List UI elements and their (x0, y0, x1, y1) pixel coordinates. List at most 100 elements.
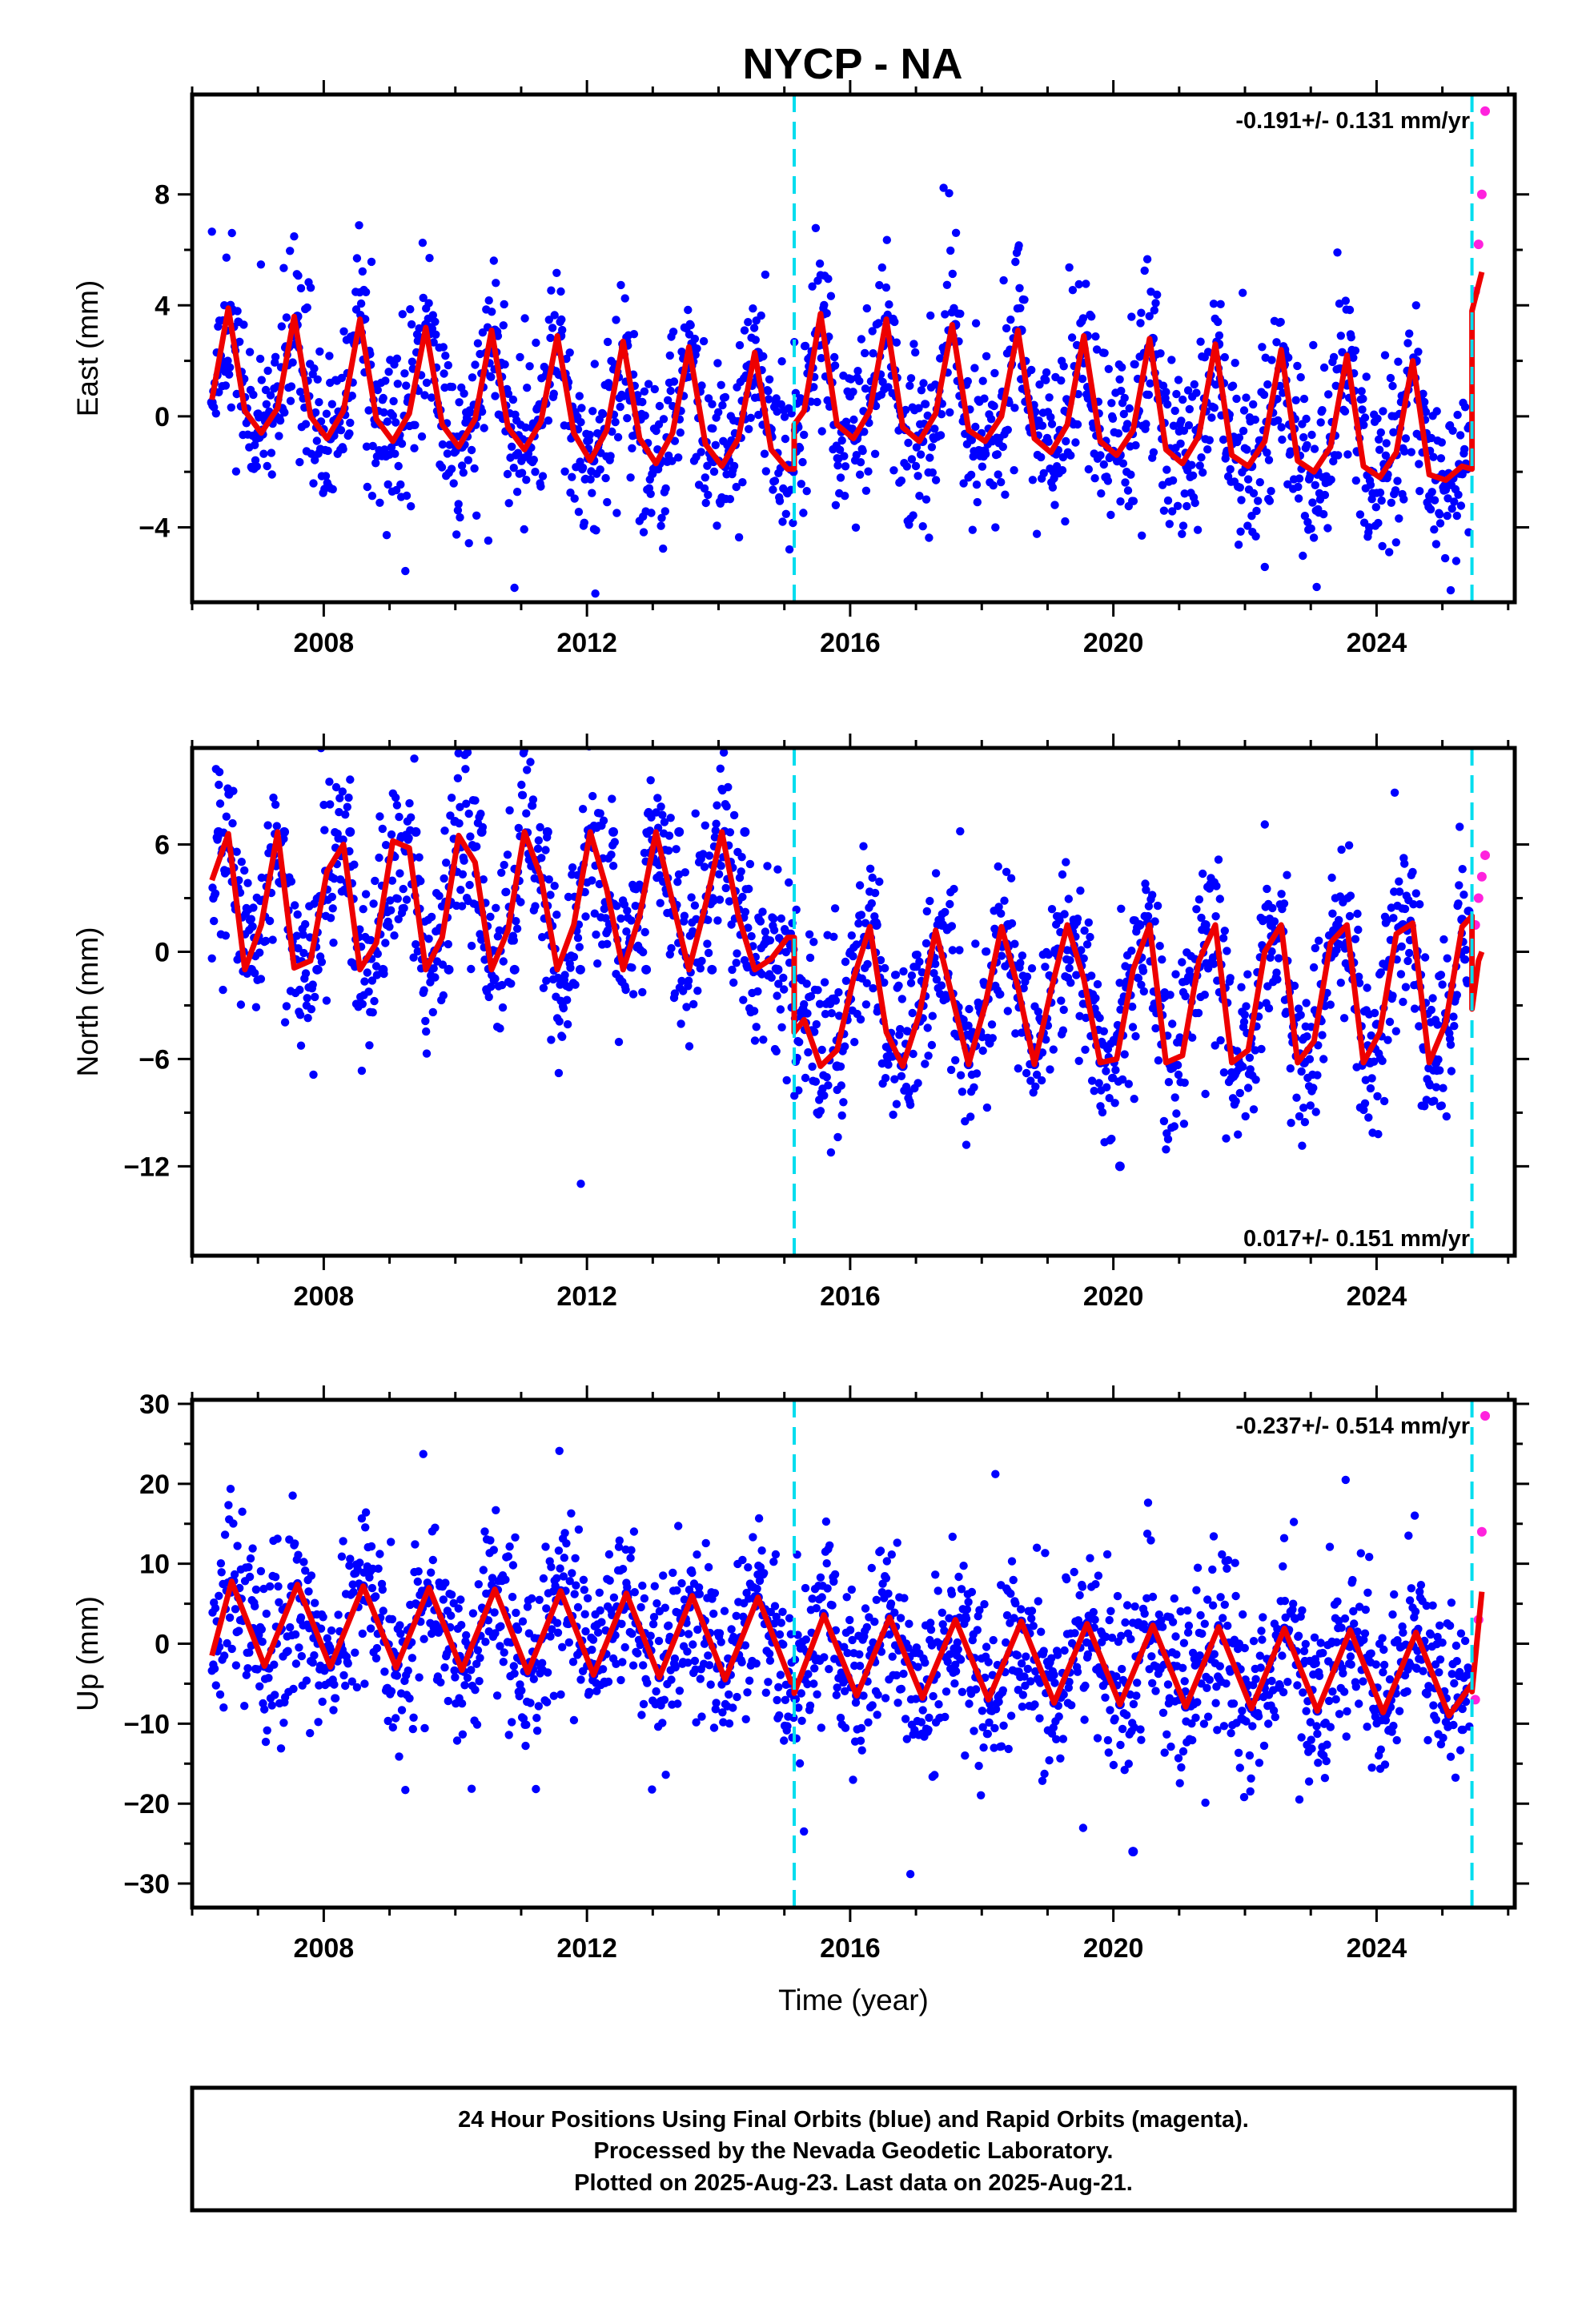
cloud-point (261, 936, 271, 946)
cloud-point (650, 384, 659, 394)
cloud-point (560, 971, 569, 979)
cloud-point (223, 356, 232, 365)
cloud-point (479, 875, 488, 884)
cloud-point (567, 1509, 576, 1518)
cloud-point (1379, 407, 1387, 416)
cloud-point (925, 533, 934, 542)
cloud-point (1019, 983, 1028, 993)
cloud-point (763, 862, 772, 870)
cloud-point (257, 1625, 266, 1634)
cloud-point (1076, 887, 1085, 895)
cloud-point (665, 831, 674, 840)
cloud-point (869, 349, 877, 358)
cloud-point (820, 1091, 829, 1100)
cloud-point (227, 403, 235, 412)
cloud-point (1003, 1007, 1013, 1015)
cloud-point (226, 1485, 235, 1494)
cloud-point (765, 395, 773, 404)
cloud-point (1400, 904, 1410, 914)
cloud-point (314, 1718, 323, 1727)
cloud-point (1455, 881, 1464, 890)
cloud-point (1425, 1081, 1435, 1090)
cloud-point (1042, 376, 1050, 384)
cloud-point (827, 1009, 837, 1018)
final-orbit-point (1431, 1057, 1441, 1068)
cloud-point (820, 300, 829, 310)
cloud-point (633, 391, 642, 400)
cloud-point (1195, 895, 1204, 904)
cloud-point (1044, 437, 1053, 446)
cloud-point (1399, 997, 1407, 1007)
cloud-point (1351, 476, 1361, 485)
cloud-point (1231, 359, 1239, 368)
cloud-point (1446, 585, 1456, 595)
cloud-point (442, 858, 451, 867)
cloud-point (959, 1562, 968, 1570)
cloud-point (575, 943, 584, 951)
cloud-point (778, 517, 787, 526)
cloud-point (1277, 423, 1286, 432)
cloud-point (260, 1705, 269, 1714)
cloud-point (389, 396, 398, 406)
cloud-point (882, 235, 892, 244)
cloud-point (211, 409, 220, 418)
cloud-point (563, 995, 572, 1004)
cloud-point (826, 1148, 836, 1157)
cloud-point (1010, 939, 1019, 948)
cloud-point (775, 1711, 784, 1720)
cloud-point (640, 387, 649, 396)
cloud-point (942, 1687, 951, 1696)
cloud-point (725, 1719, 734, 1728)
cloud-point (810, 1664, 819, 1673)
cloud-point (966, 470, 976, 480)
cloud-point (697, 1712, 706, 1721)
cloud-point (966, 1112, 975, 1121)
cloud-point (761, 467, 770, 476)
cloud-point (396, 480, 405, 489)
cloud-point (1131, 440, 1140, 450)
cloud-point (224, 1501, 233, 1510)
cloud-point (593, 1628, 603, 1637)
cloud-point (1267, 487, 1275, 496)
cloud-point (1127, 947, 1136, 955)
cloud-point (397, 1706, 407, 1715)
x-tick-label: 2020 (1083, 628, 1144, 658)
cloud-point (657, 513, 666, 522)
cloud-point (1391, 538, 1401, 547)
cloud-point (911, 461, 921, 471)
cloud-point (1364, 1113, 1373, 1122)
cloud-point (666, 814, 675, 822)
cloud-point (1442, 1112, 1452, 1121)
cloud-point (438, 960, 448, 969)
cloud-point (457, 902, 467, 911)
cloud-point (487, 372, 496, 381)
cloud-point (938, 1608, 947, 1618)
cloud-point (346, 1554, 355, 1563)
cloud-point (1360, 413, 1370, 422)
cloud-point (564, 1638, 573, 1647)
cloud-point (1115, 979, 1124, 987)
cloud-point (1294, 1004, 1303, 1013)
cloud-point (400, 369, 409, 378)
cloud-point (1062, 858, 1070, 866)
cloud-point (612, 509, 621, 517)
cloud-point (510, 583, 519, 593)
cloud-point (713, 521, 721, 530)
cloud-point (536, 822, 544, 832)
cloud-point (628, 990, 638, 999)
cloud-point (464, 809, 473, 818)
cloud-point (481, 1638, 490, 1647)
cloud-point (945, 189, 954, 198)
cloud-point (1460, 891, 1468, 899)
cloud-point (608, 862, 618, 870)
cloud-point (1370, 1008, 1379, 1018)
cloud-point (851, 1698, 861, 1707)
final-orbit-point (411, 826, 421, 837)
cloud-point (712, 819, 721, 828)
cloud-point (758, 907, 767, 916)
cloud-point (371, 1592, 380, 1601)
cloud-point (789, 518, 797, 528)
cloud-point (1283, 870, 1291, 879)
cloud-point (817, 1045, 826, 1055)
